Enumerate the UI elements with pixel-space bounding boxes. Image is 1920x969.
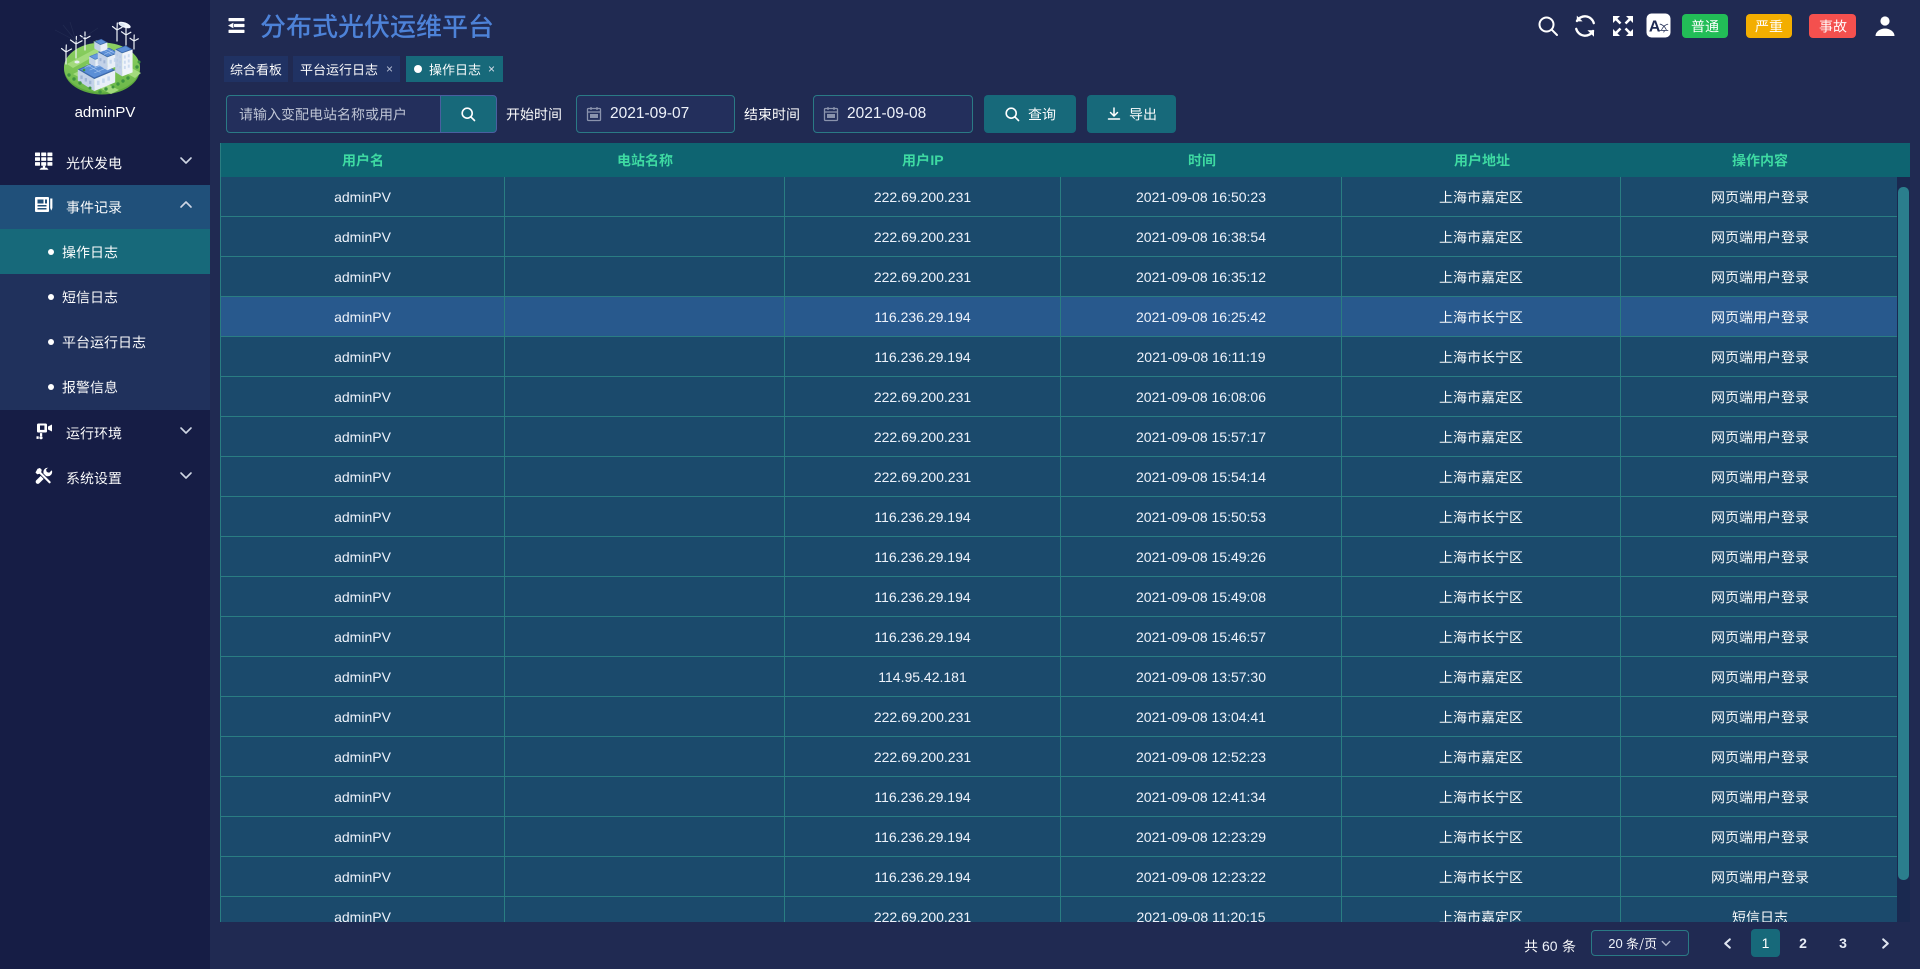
svg-text:A: A (1649, 19, 1661, 36)
